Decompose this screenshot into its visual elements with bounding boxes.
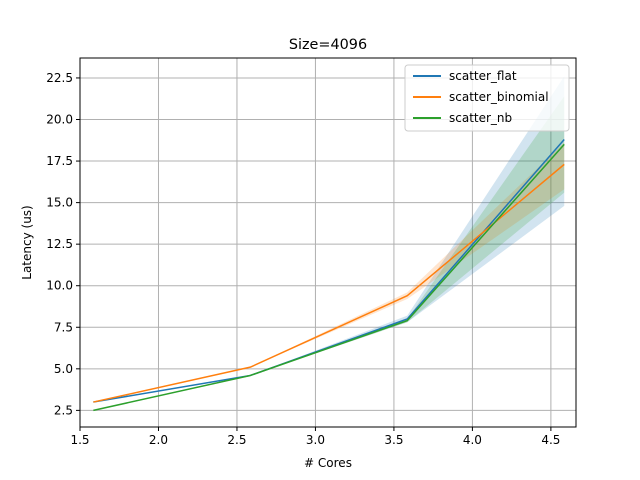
y-tick-label: 10.0 [46, 279, 73, 293]
legend-box [404, 64, 570, 132]
y-tick-label: 12.5 [46, 237, 73, 251]
plot-frame [79, 57, 577, 428]
y-axis-label: Latency (us) [20, 205, 34, 279]
scatter-nb-line [93, 143, 565, 412]
y-tick-label: 15.0 [46, 196, 73, 210]
y-tick-label: 17.5 [46, 154, 73, 168]
x-tick-label: 3.0 [306, 433, 325, 447]
legend-label: scatter_binomial [449, 90, 549, 104]
x-tick-label: 2.0 [149, 433, 168, 447]
x-tick-label: 4.0 [463, 433, 482, 447]
y-tick-label: 5.0 [54, 362, 73, 376]
series-lines [93, 138, 565, 412]
axis-ticks: 1.5 2.0 2.5 3.0 3.5 4.0 4.5 2.5 5.0 7.5 10.0 12.5 15… [46, 71, 560, 447]
scatter-binomial-line [93, 163, 565, 403]
grid [79, 58, 576, 427]
chart-title: Size=4096 [289, 37, 367, 53]
legend-label: scatter_nb [449, 111, 512, 125]
y-tick-label: 7.5 [54, 320, 73, 334]
scatter-flat-confidence-band [93, 76, 565, 403]
y-tick-label: 20.0 [46, 113, 73, 127]
y-tick-label: 2.5 [54, 403, 73, 417]
legend: scatter_flat scatter_binomial scatter_nb [404, 64, 570, 132]
x-tick-label: 4.5 [541, 433, 560, 447]
x-axis-label: # Cores [304, 456, 352, 470]
legend-label: scatter_flat [449, 69, 517, 83]
y-tick-label: 22.5 [46, 71, 73, 85]
x-tick-label: 2.5 [227, 433, 246, 447]
x-tick-label: 3.5 [384, 433, 403, 447]
x-tick-label: 1.5 [70, 433, 89, 447]
